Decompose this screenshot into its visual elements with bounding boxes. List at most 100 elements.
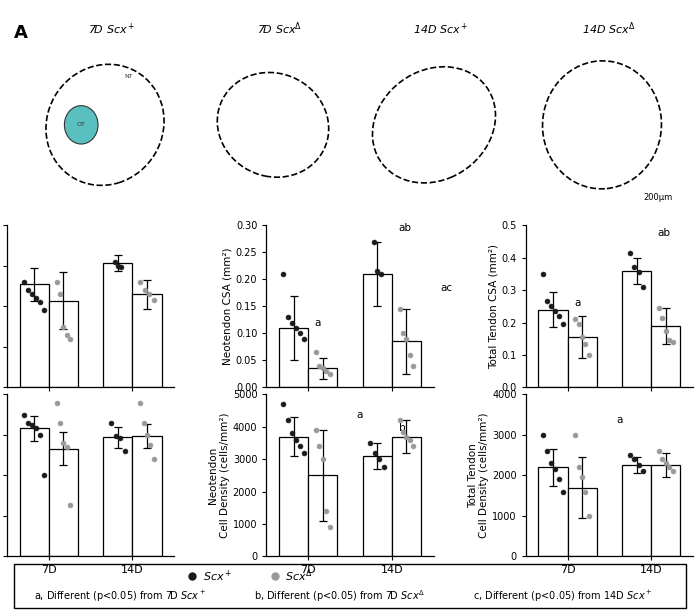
Point xyxy=(27,420,38,430)
Point xyxy=(624,450,636,460)
Point xyxy=(580,486,591,496)
Bar xyxy=(363,456,392,557)
Point xyxy=(141,430,153,440)
Bar xyxy=(103,263,132,387)
Point xyxy=(577,472,588,482)
Point xyxy=(22,285,34,295)
Bar xyxy=(392,437,421,557)
Point xyxy=(573,319,584,329)
Point xyxy=(634,461,645,470)
Point xyxy=(19,277,29,287)
Point xyxy=(64,499,76,509)
Point xyxy=(119,446,130,456)
Point xyxy=(541,446,552,456)
Point xyxy=(138,418,149,427)
Point xyxy=(314,442,325,451)
Point xyxy=(557,319,568,329)
Point xyxy=(372,266,383,276)
Point xyxy=(34,297,46,307)
Point xyxy=(110,430,121,440)
Point xyxy=(22,418,34,427)
Y-axis label: Neotendon CSA (mm²): Neotendon CSA (mm²) xyxy=(223,248,233,365)
Point xyxy=(286,429,297,438)
Title: 7D Scx$^\Delta$: 7D Scx$^\Delta$ xyxy=(258,20,302,37)
Text: A: A xyxy=(14,25,28,42)
Bar xyxy=(49,301,78,387)
Point xyxy=(550,464,561,474)
Point xyxy=(374,454,385,464)
Bar xyxy=(651,326,680,387)
Point xyxy=(407,442,419,451)
Point xyxy=(667,466,678,476)
Point xyxy=(144,289,155,299)
Bar xyxy=(49,449,78,557)
Point xyxy=(298,334,309,344)
Point xyxy=(570,314,581,324)
Bar xyxy=(279,328,308,387)
Bar xyxy=(568,488,597,557)
Point xyxy=(321,366,332,376)
Bar xyxy=(651,466,680,557)
Point xyxy=(298,448,309,458)
Point xyxy=(657,454,668,464)
Title: 14D Scx$^+$: 14D Scx$^+$ xyxy=(414,22,468,37)
Bar xyxy=(132,435,162,557)
Bar xyxy=(363,274,392,387)
Point xyxy=(553,475,564,485)
Point xyxy=(58,438,69,448)
Point xyxy=(573,462,584,472)
Bar xyxy=(568,337,597,387)
Point xyxy=(654,303,665,313)
Point xyxy=(537,430,548,440)
Point xyxy=(55,289,66,299)
Point xyxy=(401,334,412,344)
Text: ab: ab xyxy=(398,223,412,234)
Point xyxy=(324,369,335,379)
Point xyxy=(278,269,289,279)
Point xyxy=(394,415,405,425)
Point xyxy=(294,442,305,451)
Point xyxy=(570,430,581,440)
Point xyxy=(311,347,322,357)
Text: ac: ac xyxy=(440,283,452,293)
Point xyxy=(317,454,328,464)
Point xyxy=(654,446,665,456)
Point xyxy=(116,263,127,272)
Bar xyxy=(622,466,651,557)
Point xyxy=(109,257,120,267)
Point xyxy=(541,296,552,306)
Point xyxy=(135,277,146,287)
Point xyxy=(51,397,62,407)
Point xyxy=(106,418,117,427)
Point xyxy=(580,339,591,349)
Point xyxy=(407,361,419,371)
Y-axis label: Total Tendon CSA (mm²): Total Tendon CSA (mm²) xyxy=(489,244,498,369)
Point xyxy=(135,397,146,407)
Point xyxy=(545,301,557,311)
Bar xyxy=(622,271,651,387)
Point xyxy=(55,418,66,427)
Point xyxy=(583,350,594,360)
Y-axis label: Total Tendon
Cell Density (cells/mm²): Total Tendon Cell Density (cells/mm²) xyxy=(468,413,489,538)
Point xyxy=(282,415,293,425)
Point xyxy=(145,440,156,450)
Point xyxy=(278,399,289,409)
Point xyxy=(38,306,50,315)
Point xyxy=(19,410,29,419)
Point xyxy=(557,486,568,496)
Point xyxy=(370,448,381,458)
Bar xyxy=(279,437,308,557)
Point xyxy=(583,511,594,521)
Bar xyxy=(20,429,49,557)
Text: c, Different (p<0.05) from 14D $Scx^+$: c, Different (p<0.05) from 14D $Scx^+$ xyxy=(473,589,653,604)
Point xyxy=(398,328,409,338)
Point xyxy=(577,332,588,342)
Text: a: a xyxy=(357,410,363,420)
Text: a, Different (p<0.05) from 7D $Scx^+$: a, Different (p<0.05) from 7D $Scx^+$ xyxy=(34,589,206,604)
Text: OT: OT xyxy=(77,122,85,127)
Point xyxy=(317,363,328,373)
Point xyxy=(61,442,72,452)
Text: $Scx^\Delta$: $Scx^\Delta$ xyxy=(285,568,312,584)
Text: b, Different (p<0.05) from 7D $Scx^\Delta$: b, Different (p<0.05) from 7D $Scx^\Delt… xyxy=(254,589,425,604)
Title: 7D Scx$^+$: 7D Scx$^+$ xyxy=(88,22,136,37)
